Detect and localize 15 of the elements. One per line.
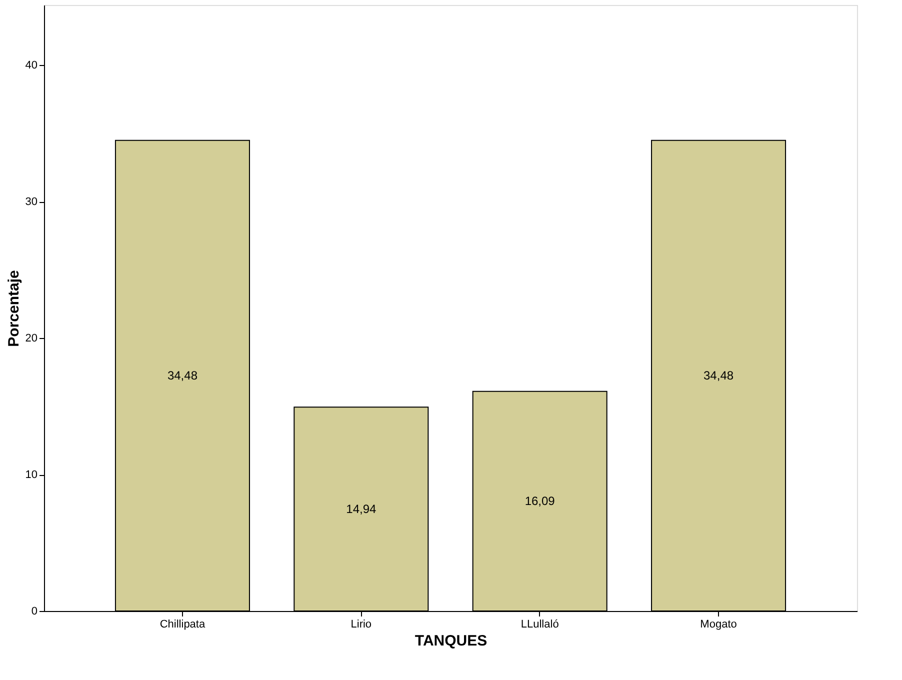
data-label: 34,48 — [704, 368, 734, 383]
y-tick-label: 10 — [25, 469, 38, 482]
x-axis-title: TANQUES — [414, 632, 488, 650]
y-tick-label: 30 — [25, 196, 38, 208]
data-label: 34,48 — [167, 368, 198, 383]
x-tick-label: Lirio — [350, 618, 372, 630]
x-tick-label: Mogato — [700, 618, 737, 630]
y-tick-label: 40 — [25, 60, 38, 72]
y-tick-label: 20 — [25, 332, 38, 345]
x-tick-label: Chillipata — [160, 618, 206, 630]
y-axis-title: Porcentaje — [5, 270, 22, 347]
data-label: 14,94 — [346, 502, 376, 516]
x-tick-label: LLullaló — [520, 618, 559, 630]
data-label: 16,09 — [524, 494, 556, 508]
y-tick-label: 0 — [31, 606, 38, 618]
